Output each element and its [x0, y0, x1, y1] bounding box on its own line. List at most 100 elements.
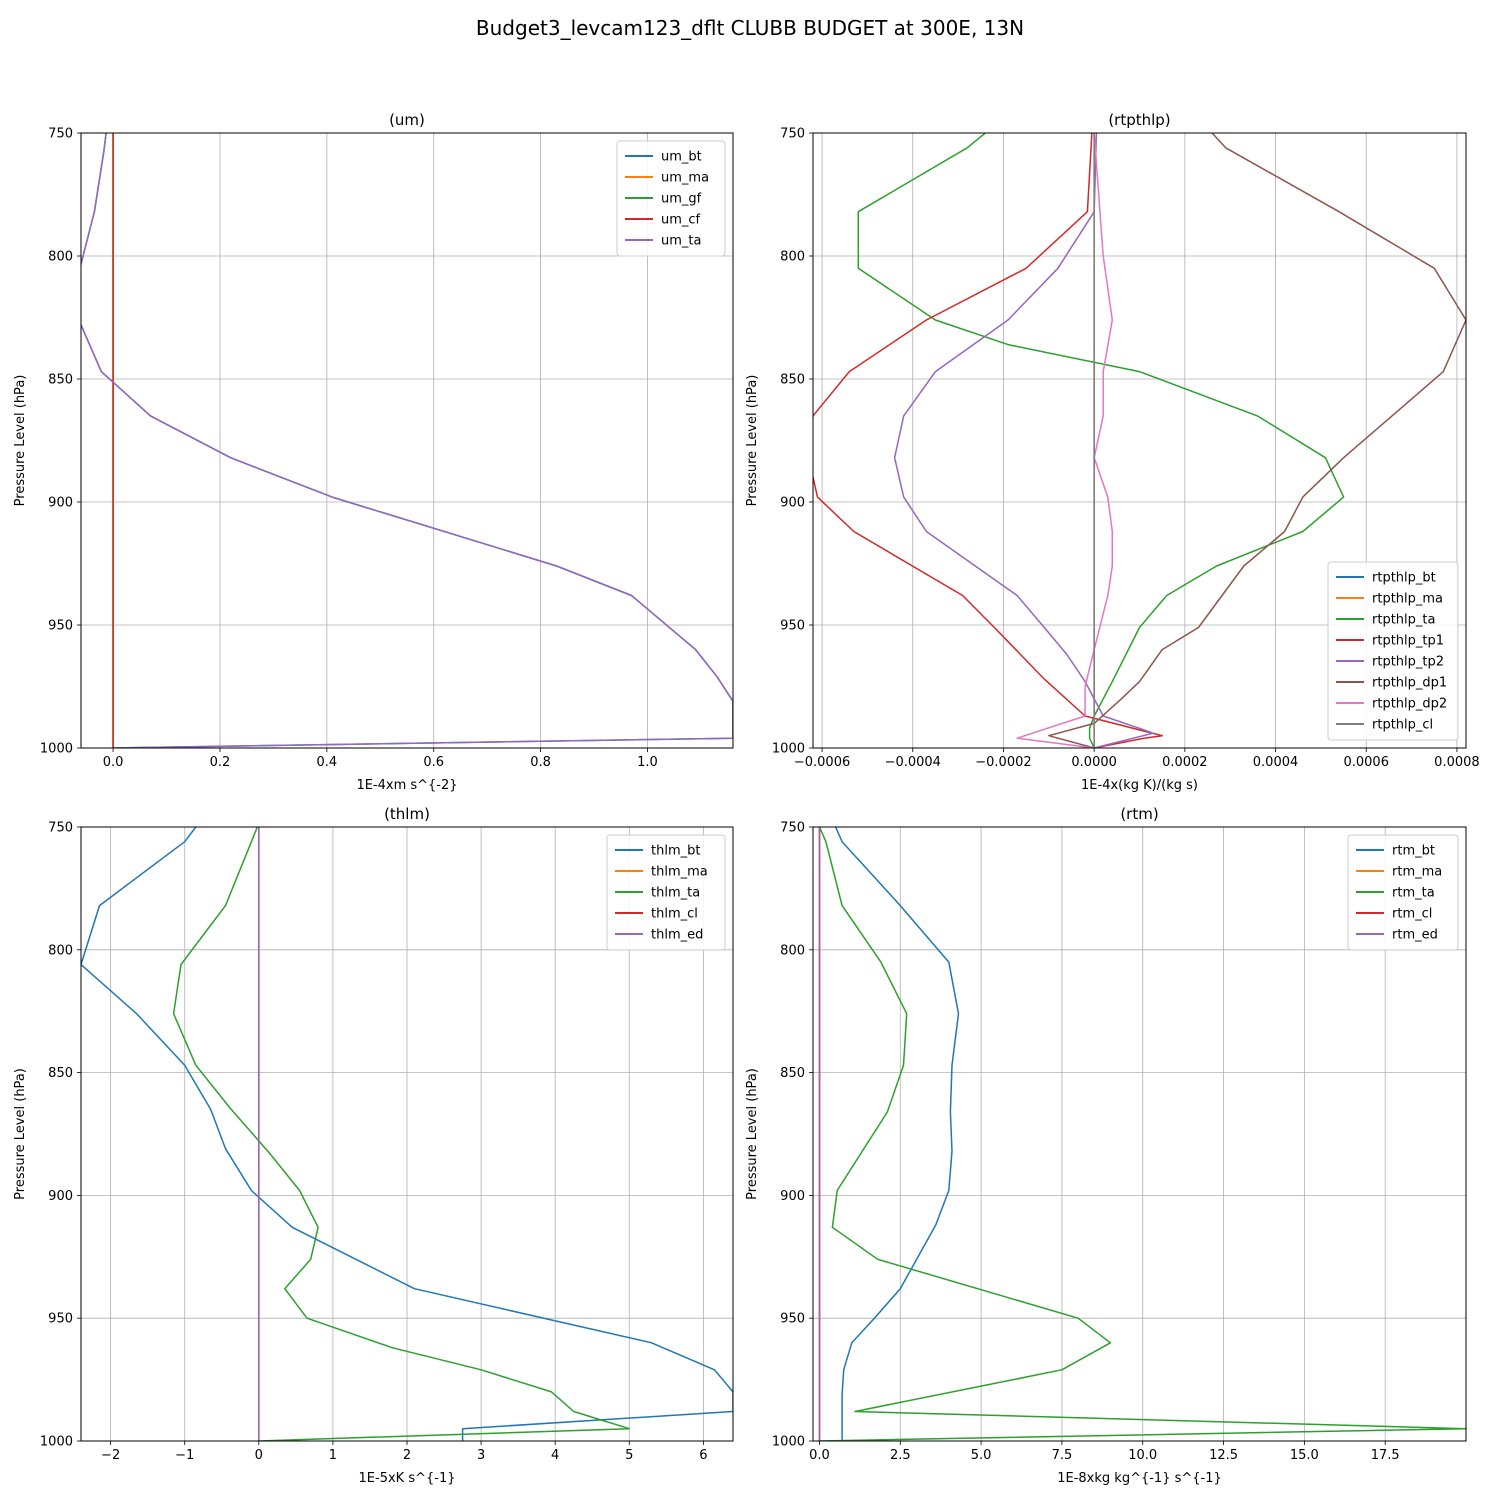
series-group: [813, 133, 1466, 748]
series-line-rtm_bt: [834, 827, 960, 1441]
subplot-2: −2 −1 0 1 2 3 4 5 6 750 800 850 900 950 1000 (thlm) 1E-5…: [13, 805, 734, 1486]
x-tick-label: 6: [699, 1448, 707, 1463]
x-tick-label: 4: [551, 1448, 559, 1463]
x-tick-label: 2: [403, 1448, 411, 1463]
legend-box: [606, 834, 726, 951]
y-tick-label: 950: [780, 619, 805, 634]
x-tick-label: 7.5: [1052, 1448, 1073, 1463]
legend-label: rtpthlp_dp2: [1372, 697, 1447, 712]
axes-frame: [812, 132, 1467, 749]
y-tick-label: 900: [780, 1189, 805, 1204]
x-tick-label: −0.0004: [885, 755, 941, 770]
subplot-0: 0.0 0.2 0.4 0.6 0.8 1.0 750 800 850 900 950 1000 (um…: [13, 111, 734, 793]
x-tick-label: 3: [477, 1448, 485, 1463]
y-tick-label: 800: [780, 250, 805, 265]
x-tick-label: 10.0: [1128, 1448, 1157, 1463]
series-line-um_ta: [81, 133, 733, 748]
legend-box: [1327, 561, 1459, 741]
series-line-rtpthlp_tp1: [813, 133, 1163, 748]
legend-label: rtpthlp_ma: [1372, 592, 1443, 607]
legend-label: thlm_ed: [651, 928, 703, 943]
subplot-title: (rtpthlp): [1108, 111, 1170, 129]
legend-label: rtm_cl: [1392, 907, 1432, 922]
series-group: [81, 827, 733, 1441]
x-tick-label: −0.0006: [794, 755, 850, 770]
legend-label: thlm_ta: [651, 886, 700, 901]
subplot-3: 0.0 2.5 5.0 7.5 10.0 12.5 15.0 17.5 750 800 850 900…: [745, 805, 1467, 1486]
x-tick-label: 0.0006: [1343, 755, 1389, 770]
x-axis-label: 1E-5xK s^{-1}: [359, 1471, 456, 1486]
legend-label: rtpthlp_cl: [1372, 718, 1433, 733]
legend-label: thlm_cl: [651, 907, 698, 922]
figure-title: Budget3_levcam123_dflt CLUBB BUDGET at 3…: [475, 16, 1025, 40]
series-line-rtm_ta: [818, 827, 1466, 1441]
legend-label: thlm_bt: [651, 844, 700, 859]
y-tick-label: 900: [48, 1189, 73, 1204]
legend-label: rtm_ma: [1392, 865, 1442, 880]
series-line-thlm_bt: [81, 827, 733, 1441]
x-tick-label: 0.8: [530, 755, 551, 770]
y-tick-label: 1000: [772, 1435, 805, 1450]
x-axis-label: 1E-4x(kg K)/(kg s): [1081, 778, 1198, 793]
y-tick-label: 750: [780, 127, 805, 142]
legend-box: [616, 140, 726, 257]
x-axis-label: 1E-8xkg kg^{-1} s^{-1}: [1057, 1471, 1222, 1486]
legend-label: rtm_ta: [1392, 886, 1435, 901]
series-line-rtpthlp_dp1: [1048, 133, 1466, 748]
subplot-title: (um): [389, 111, 425, 129]
x-tick-label: 0.0000: [1071, 755, 1117, 770]
y-tick-label: 850: [780, 1066, 805, 1081]
x-tick-label: 5.0: [971, 1448, 992, 1463]
x-tick-label: 17.5: [1371, 1448, 1400, 1463]
x-tick-label: −1: [175, 1448, 194, 1463]
legend-label: rtpthlp_ta: [1372, 613, 1435, 628]
x-tick-label: 15.0: [1290, 1448, 1319, 1463]
subplot-title: (rtm): [1120, 805, 1158, 823]
y-tick-label: 950: [48, 1312, 73, 1327]
axes-frame: [812, 826, 1467, 1442]
y-tick-label: 850: [48, 1066, 73, 1081]
y-tick-label: 800: [48, 250, 73, 265]
legend: rtpthlp_bt rtpthlp_ma rtpthlp_ta rtpthlp_tp…: [1327, 561, 1459, 741]
x-tick-label: 0.0002: [1162, 755, 1208, 770]
y-tick-label: 1000: [40, 1435, 73, 1450]
y-axis-label: Pressure Level (hPa): [745, 1068, 760, 1200]
y-tick-label: 900: [48, 496, 73, 511]
x-axis-label: 1E-4xm s^{-2}: [356, 778, 457, 793]
y-axis-label: Pressure Level (hPa): [13, 1068, 28, 1200]
legend-label: um_cf: [661, 213, 701, 228]
legend: rtm_bt rtm_ma rtm_ta rtm_cl rtm_ed: [1347, 834, 1459, 951]
x-tick-label: −0.0002: [975, 755, 1031, 770]
series-group: [818, 827, 1466, 1441]
legend-label: rtpthlp_dp1: [1372, 676, 1447, 691]
y-tick-label: 1000: [772, 742, 805, 757]
legend-label: um_bt: [661, 150, 702, 165]
legend-label: thlm_ma: [651, 865, 708, 880]
y-axis-label: Pressure Level (hPa): [745, 375, 760, 507]
x-tick-label: 0.0004: [1253, 755, 1299, 770]
y-tick-label: 950: [780, 1312, 805, 1327]
x-tick-label: 2.5: [890, 1448, 911, 1463]
x-tick-label: 0.0: [103, 755, 124, 770]
subplot-1: −0.0006 −0.0004 −0.0002 0.0000 0.0002 0.0004 0…: [745, 111, 1480, 793]
legend-label: um_ma: [661, 171, 709, 186]
y-tick-label: 750: [48, 127, 73, 142]
y-tick-label: 850: [48, 373, 73, 388]
y-tick-label: 800: [48, 943, 73, 958]
y-tick-label: 1000: [40, 742, 73, 757]
y-tick-label: 750: [780, 821, 805, 836]
x-tick-label: 5: [625, 1448, 633, 1463]
legend-label: um_gf: [661, 192, 702, 207]
subplot-title: (thlm): [384, 805, 430, 823]
legend-label: rtpthlp_tp1: [1372, 634, 1444, 649]
x-tick-label: 0: [255, 1448, 263, 1463]
axes-frame: [80, 132, 734, 749]
legend: um_bt um_ma um_gf um_cf um_ta: [616, 140, 726, 257]
legend-label: rtm_bt: [1392, 844, 1435, 859]
y-tick-label: 850: [780, 373, 805, 388]
y-tick-label: 750: [48, 821, 73, 836]
series-group: [81, 133, 733, 748]
x-tick-label: 1: [329, 1448, 337, 1463]
